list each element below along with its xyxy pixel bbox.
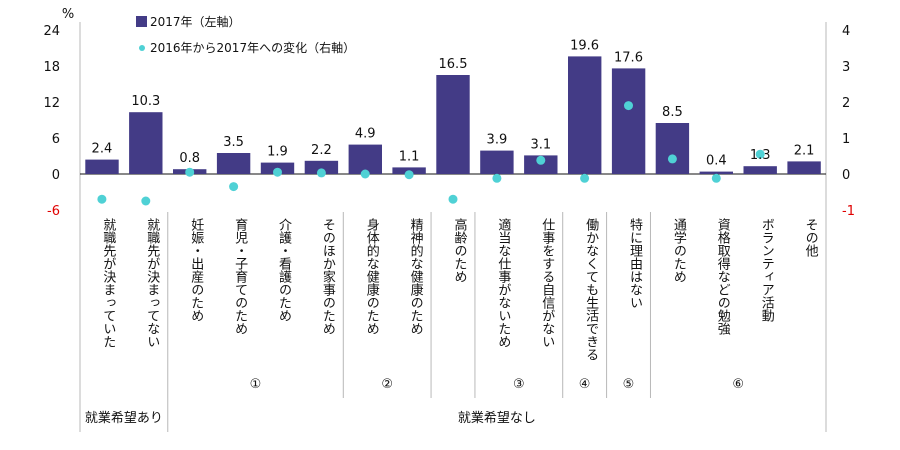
category-label: 適当な仕事がないため bbox=[495, 217, 511, 348]
legend-label-points: 2016年から2017年への変化（右軸） bbox=[150, 40, 355, 55]
bar-value-label: 10.3 bbox=[131, 94, 160, 109]
right-tick-label: 0 bbox=[842, 168, 850, 183]
left-tick-label: 6 bbox=[52, 132, 60, 147]
bar-value-label: 2.1 bbox=[794, 143, 815, 158]
change-point bbox=[97, 194, 107, 204]
change-point bbox=[492, 173, 502, 183]
category-label: 育児・子育てのため bbox=[232, 217, 248, 335]
change-point bbox=[536, 155, 546, 165]
group-number-label: ⑤ bbox=[623, 377, 635, 392]
group-label: 就業希望なし bbox=[458, 410, 536, 426]
bar-value-label: 16.5 bbox=[439, 57, 468, 72]
category-label: 精神的な健康のため bbox=[408, 218, 424, 335]
bar bbox=[699, 171, 733, 174]
category-label: 資格取得などの勉強 bbox=[715, 218, 731, 335]
change-point bbox=[273, 167, 282, 177]
bar-value-label: 2.2 bbox=[311, 143, 332, 158]
change-point bbox=[624, 101, 633, 111]
left-tick-label: -6 bbox=[47, 204, 60, 219]
category-labels: 就職先が決まっていた 就職先が決まってない 妊娠・出産のため 育児・子育てのため 介護・… bbox=[100, 217, 818, 361]
right-tick-label: -1 bbox=[842, 204, 855, 219]
group-labels: ① ② ③ ④ ⑤ ⑥ 就業希望あり 就業希望なし bbox=[85, 212, 744, 432]
change-point bbox=[667, 154, 677, 164]
category-label: 就職先が決まってない bbox=[144, 218, 160, 348]
category-label: 介護・看護のため bbox=[276, 218, 292, 322]
bar bbox=[655, 123, 690, 174]
bar-value-label: 3.9 bbox=[487, 133, 508, 148]
category-label: 就職先が決まっていた bbox=[100, 218, 116, 348]
bar-value-label: 0.8 bbox=[179, 151, 200, 166]
group-number-label: ④ bbox=[579, 377, 591, 392]
bar-value-label: 3.5 bbox=[223, 135, 244, 150]
left-axis-unit: % bbox=[62, 7, 74, 22]
left-tick-label: 12 bbox=[43, 96, 60, 111]
change-point bbox=[360, 169, 370, 179]
left-tick-label: 24 bbox=[43, 24, 60, 39]
bar-value-label: 2.4 bbox=[92, 142, 113, 157]
bar bbox=[568, 56, 602, 174]
bar-value-label: 1.1 bbox=[399, 149, 420, 164]
change-point bbox=[580, 173, 590, 183]
bar-value-label: 1.3 bbox=[750, 148, 771, 163]
change-point bbox=[229, 182, 239, 192]
legend-swatch-bars bbox=[136, 16, 147, 27]
bar bbox=[348, 144, 382, 174]
category-label: 通学のため bbox=[671, 218, 687, 283]
right-tick-label: 3 bbox=[842, 60, 850, 75]
category-label: 特に理由はない bbox=[627, 218, 643, 309]
change-point bbox=[185, 167, 195, 177]
category-label: そのほか家事のため bbox=[320, 218, 336, 335]
category-label: ボランティア活動 bbox=[759, 218, 775, 323]
data-labels: 2.4 10.3 0.8 3.5 1.9 2.2 4.9 1.1 16.5 3.9 3.1 19.6 1… bbox=[92, 38, 815, 168]
change-point bbox=[755, 149, 765, 159]
change-point bbox=[404, 170, 414, 180]
change-point bbox=[316, 168, 326, 178]
bar bbox=[480, 150, 514, 174]
category-label: 妊娠・出産のため bbox=[188, 218, 204, 322]
left-tick-label: 0 bbox=[52, 168, 60, 183]
right-tick-label: 1 bbox=[842, 132, 850, 147]
bar-value-label: 4.9 bbox=[355, 127, 376, 142]
points bbox=[97, 101, 765, 206]
group-label: 就業希望あり bbox=[85, 410, 163, 426]
bars bbox=[85, 56, 821, 174]
bar bbox=[436, 75, 470, 174]
legend-label-bars: 2017年（左軸） bbox=[150, 14, 241, 29]
bar-value-label: 0.4 bbox=[706, 154, 727, 169]
group-number-label: ① bbox=[250, 377, 262, 392]
right-tick-label: 4 bbox=[842, 24, 850, 39]
group-number-label: ② bbox=[381, 377, 393, 392]
bar bbox=[611, 68, 646, 174]
category-label: その他 bbox=[803, 218, 819, 258]
bar-value-label: 17.6 bbox=[614, 50, 643, 65]
category-label: 身体的な健康のため bbox=[364, 217, 380, 335]
bar-value-label: 3.1 bbox=[530, 137, 551, 152]
bar-value-label: 19.6 bbox=[570, 38, 599, 53]
legend: 2017年（左軸） 2016年から2017年への変化（右軸） bbox=[136, 14, 355, 55]
bar bbox=[129, 112, 163, 174]
group-number-label: ③ bbox=[513, 377, 525, 392]
legend-swatch-points bbox=[139, 45, 145, 51]
change-point bbox=[141, 196, 151, 206]
change-point bbox=[711, 173, 721, 183]
bar-value-label: 1.9 bbox=[267, 145, 288, 160]
bar bbox=[304, 160, 339, 174]
bar bbox=[85, 159, 119, 174]
group-number-label: ⑥ bbox=[732, 377, 744, 392]
category-label: 高齢のため bbox=[452, 217, 468, 283]
bar bbox=[787, 161, 821, 174]
bar bbox=[216, 153, 251, 174]
category-label: 仕事をする自信がない bbox=[539, 218, 555, 348]
category-label: 働かなくても生活できる bbox=[583, 218, 599, 361]
left-tick-label: 18 bbox=[43, 60, 60, 75]
bar-value-label: 8.5 bbox=[662, 105, 683, 120]
bar bbox=[743, 166, 777, 174]
right-tick-label: 2 bbox=[842, 96, 850, 111]
change-point bbox=[448, 194, 458, 204]
